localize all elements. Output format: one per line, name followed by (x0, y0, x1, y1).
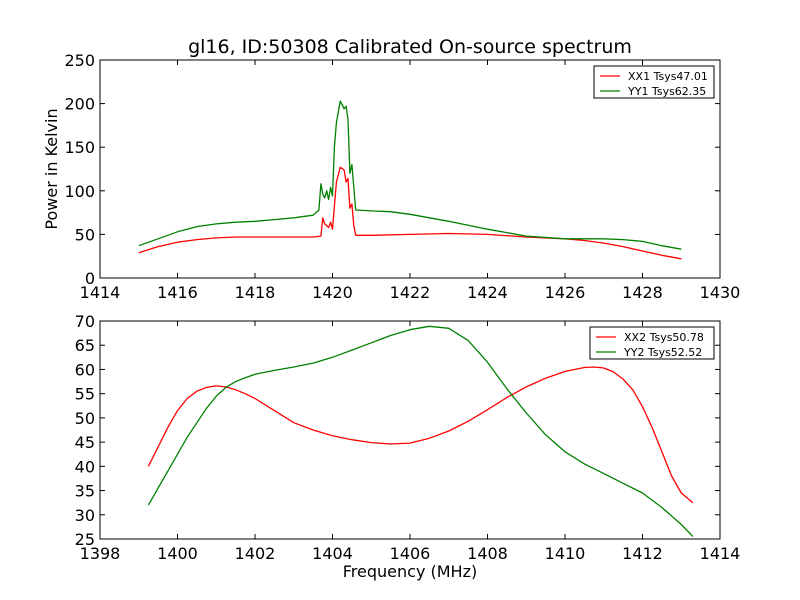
legend-box (589, 326, 715, 360)
bottom-x-axis-label: Frequency (MHz) (343, 562, 477, 581)
x-tick-label: 1398 (80, 544, 121, 563)
bottom-series (147, 325, 694, 538)
y-tick-label: 30 (75, 506, 95, 525)
legend-label: YY2 Tsys52.52 (623, 346, 702, 359)
y-tick-label: 0 (85, 269, 95, 288)
bottom-legend: XX2 Tsys50.78 YY2 Tsys52.52 (589, 326, 715, 360)
x-tick-label: 1406 (390, 544, 431, 563)
y-tick-label: 40 (75, 457, 95, 476)
y-tick-label: 200 (64, 95, 95, 114)
legend-label: XX2 Tsys50.78 (624, 331, 704, 344)
y-tick-label: 25 (75, 530, 95, 549)
y-tick-label: 70 (75, 312, 95, 331)
legend-label: YY1 Tsys62.35 (627, 85, 706, 98)
y-tick-label: 60 (75, 360, 95, 379)
top-y-axis-label: Power in Kelvin (42, 108, 61, 229)
top-axis-ticks: 1414 1416 1418 1420 1422 1424 1426 1428 1430 0 50 1… (64, 51, 740, 302)
x-tick-label: 1424 (467, 283, 508, 302)
x-tick-label: 1400 (157, 544, 198, 563)
x-tick-label: 1414 (80, 283, 121, 302)
y-tick-label: 55 (75, 385, 95, 404)
x-tick-label: 1422 (390, 283, 431, 302)
x-tick-label: 1428 (622, 283, 663, 302)
y-tick-label: 65 (75, 336, 95, 355)
top-legend: XX1 Tsys47.01 YY1 Tsys62.35 (593, 65, 715, 99)
y-tick-label: 250 (64, 51, 95, 70)
series-line-yy (147, 325, 694, 538)
x-tick-label: 1418 (235, 283, 276, 302)
x-tick-label: 1426 (545, 283, 586, 302)
x-tick-label: 1404 (312, 544, 353, 563)
y-tick-label: 100 (64, 182, 95, 201)
chart-title: gl16, ID:50308 Calibrated On-source spec… (188, 36, 632, 58)
y-tick-label: 50 (75, 409, 95, 428)
x-tick-label: 1410 (545, 544, 586, 563)
x-tick-label: 1416 (157, 283, 198, 302)
series-line-xx (138, 166, 682, 260)
x-tick-label: 1402 (235, 544, 276, 563)
y-tick-label: 150 (64, 138, 95, 157)
legend-label: XX1 Tsys47.01 (628, 70, 708, 83)
y-tick-label: 45 (75, 433, 95, 452)
x-tick-label: 1430 (700, 283, 741, 302)
bottom-panel: 1398 1400 1402 1404 1406 1408 1410 1412 1414 25 30… (75, 312, 741, 581)
y-tick-label: 35 (75, 482, 95, 501)
top-series (138, 100, 682, 260)
x-tick-label: 1414 (700, 544, 741, 563)
x-tick-label: 1412 (622, 544, 663, 563)
top-panel: 1414 1416 1418 1420 1422 1424 1426 1428 1430 0 50 1… (42, 51, 740, 302)
series-line-xx (147, 366, 694, 504)
legend-box (593, 65, 715, 99)
x-tick-label: 1420 (312, 283, 353, 302)
x-tick-label: 1408 (467, 544, 508, 563)
bottom-axis-ticks: 1398 1400 1402 1404 1406 1408 1410 1412 1414 25 30… (75, 312, 741, 563)
y-tick-label: 50 (75, 225, 95, 244)
series-line-yy (138, 100, 682, 250)
